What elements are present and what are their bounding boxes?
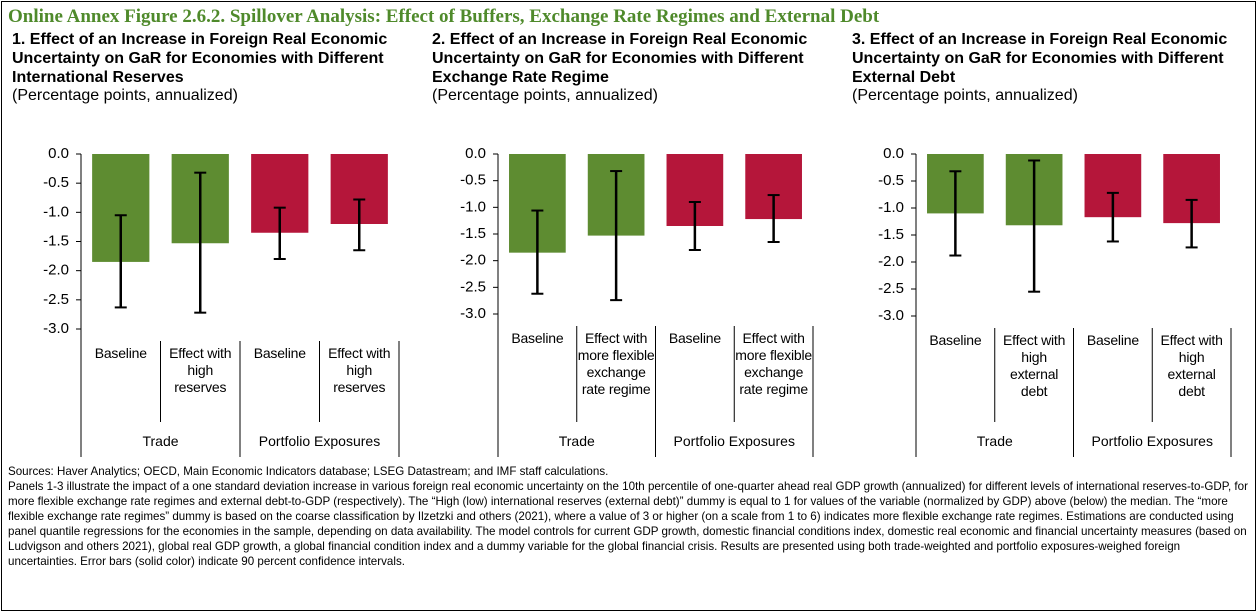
x-tick-label: Baseline (94, 345, 147, 361)
y-tick-label: -3.0 (460, 305, 486, 322)
y-tick-label: -2.5 (460, 278, 486, 295)
x-tick-label: Effect with high external debt (1160, 332, 1223, 399)
group-label: Portfolio Exposures (258, 433, 381, 449)
x-tick-label: Effect with more flexible exchange rate … (577, 330, 655, 397)
group-label: Portfolio Exposures (673, 433, 795, 449)
panel-title: 2. Effect of an Increase in Foreign Real… (432, 31, 808, 86)
y-tick-label: -1.0 (460, 198, 486, 215)
y-tick-label: -0.5 (43, 174, 69, 191)
y-tick-label: 0.0 (48, 145, 69, 162)
group-label: Trade (142, 433, 179, 449)
panel-subtitle: (Percentage points, annualized) (852, 87, 1078, 104)
sources: Sources: Haver Analytics; OECD, Main Eco… (8, 465, 609, 478)
panel: 3. Effect of an Increase in Foreign Real… (846, 2, 1255, 462)
panel-title: 1. Effect of an Increase in Foreign Real… (12, 31, 388, 86)
y-tick-label: -3.0 (878, 307, 904, 324)
panel: 1. Effect of an Increase in Foreign Real… (6, 2, 421, 462)
group-label: Trade (976, 433, 1013, 449)
x-tick-label: Baseline (929, 332, 982, 348)
y-tick-label: -1.5 (878, 226, 904, 243)
plot: 0.0 -0.5 -1.0 -1.5 -2.0 -2.5 -3.0 (460, 145, 814, 457)
y-tick-label: -2.5 (43, 291, 69, 308)
footnotes: Sources: Haver Analytics; OECD, Main Eco… (8, 464, 1248, 569)
y-tick-label: -2.0 (460, 252, 486, 269)
y-tick-label: -1.0 (43, 203, 69, 220)
y-tick-label: -0.5 (460, 172, 486, 189)
panel: 2. Effect of an Increase in Foreign Real… (426, 2, 841, 462)
x-tick-label: Effect with more flexible exchange rate … (735, 330, 813, 397)
group-label: Portfolio Exposures (1091, 433, 1213, 449)
y-tick-label: -2.0 (878, 253, 904, 270)
x-tick-label: Baseline (511, 330, 564, 346)
y-tick-label: -2.5 (878, 280, 904, 297)
y-tick-label: -0.5 (878, 172, 904, 189)
y-tick-label: -1.5 (43, 232, 69, 249)
x-tick-label: Baseline (1086, 332, 1139, 348)
y-tick-label: -2.0 (43, 262, 69, 279)
plot: 0.0 -0.5 -1.0 -1.5 -2.0 -2.5 -3.0 (878, 145, 1232, 457)
y-tick-label: -1.5 (460, 225, 486, 242)
panel-subtitle: (Percentage points, annualized) (12, 87, 238, 104)
notes: Panels 1-3 illustrate the impact of a on… (8, 480, 1248, 568)
y-tick-label: 0.0 (465, 145, 486, 162)
x-tick-label: Effect with high reserves (328, 345, 391, 395)
y-tick-label: 0.0 (883, 145, 904, 162)
panel-title: 3. Effect of an Increase in Foreign Real… (852, 31, 1228, 86)
panel-subtitle: (Percentage points, annualized) (432, 87, 658, 104)
figure-title: Online Annex Figure 2.6.2. Spillover Ana… (8, 6, 880, 27)
x-tick-label: Effect with high reserves (169, 345, 232, 395)
group-label: Trade (558, 433, 595, 449)
x-tick-label: Baseline (253, 345, 306, 361)
plot: 0.0 -0.5 -1.0 -1.5 -2.0 -2.5 -3.0 (43, 145, 400, 457)
x-tick-label: Baseline (668, 330, 721, 346)
y-tick-label: -3.0 (43, 320, 69, 337)
x-tick-label: Effect with high external debt (1003, 332, 1066, 399)
y-tick-label: -1.0 (878, 199, 904, 216)
